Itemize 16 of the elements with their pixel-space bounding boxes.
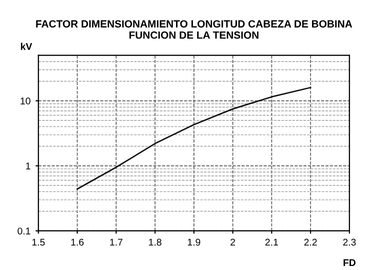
y-tick-label: 10 [20, 98, 30, 104]
y-tick-label: 0.1 [18, 228, 30, 234]
x-tick-label: 1.8 [149, 238, 162, 246]
x-tick-label: 2.3 [343, 238, 356, 246]
x-tick-label: 2.1 [265, 238, 278, 246]
x-tick-label: 1.5 [32, 238, 45, 246]
x-tick-label: 2 [230, 238, 236, 246]
line-series [76, 86, 312, 190]
x-tick-label: 1.7 [110, 238, 122, 246]
y-axis-title: kV [20, 42, 32, 50]
x-tick-label: 1.9 [188, 238, 200, 246]
x-axis-title: FD [344, 259, 356, 266]
y-tick-label: 1 [26, 162, 30, 170]
x-tick-label: 1.6 [71, 238, 84, 246]
chart-title: FACTOR DIMENSIONAMIENTO LONGITUD CABEZA DE BOBINA FUNCION DE LA TENSION [36, 20, 352, 39]
x-tick-label: 2.2 [304, 238, 317, 246]
